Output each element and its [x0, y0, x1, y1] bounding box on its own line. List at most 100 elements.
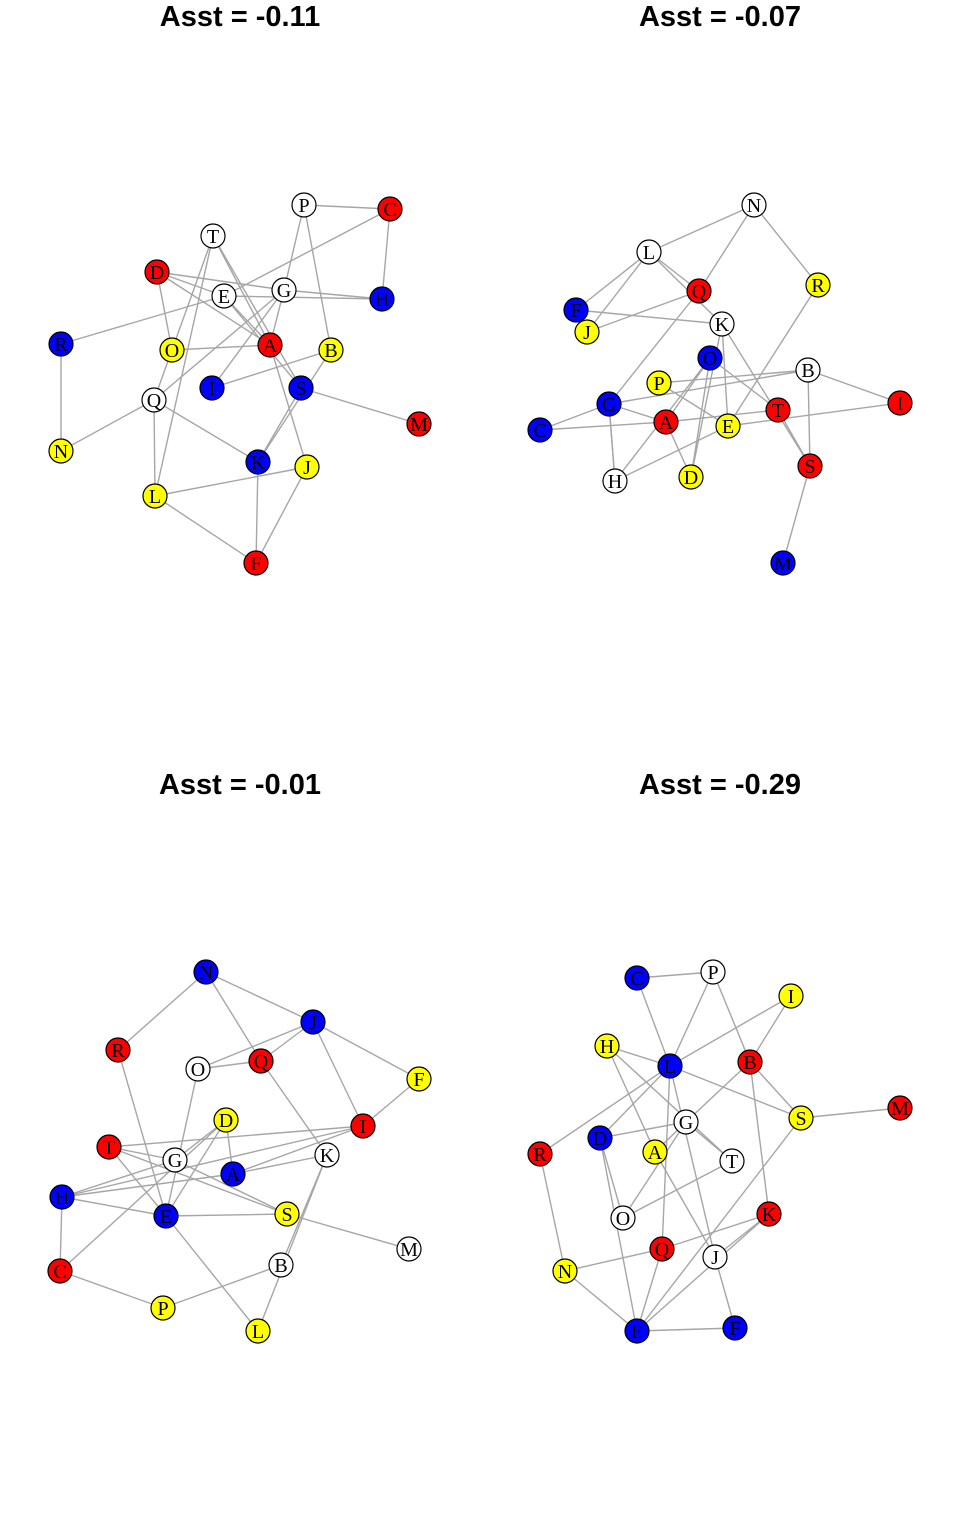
node-H: H: [594, 1033, 620, 1059]
node-label: L: [643, 242, 655, 264]
node-circle: [624, 965, 650, 991]
node-label: T: [772, 400, 784, 422]
edge-T-S: [108, 1146, 288, 1215]
edge-Q-G: [608, 290, 700, 405]
node-circle: [141, 387, 167, 413]
node-label: R: [54, 334, 68, 356]
node-T: T: [200, 223, 226, 249]
node-Q: Q: [686, 278, 712, 304]
node-label: C: [630, 968, 643, 990]
node-E: E: [715, 413, 741, 439]
node-circle: [159, 337, 185, 363]
node-L: L: [657, 1053, 683, 1079]
edge-O-E: [165, 1068, 199, 1217]
edge-D-O: [599, 1137, 624, 1219]
node-label: R: [111, 1040, 125, 1062]
node-P: P: [291, 192, 317, 218]
edge-G-D: [599, 1121, 687, 1139]
node-Q: Q: [248, 1048, 274, 1074]
node-O: O: [697, 345, 723, 371]
edge-P-C: [303, 204, 391, 210]
network-graph: N R J O Q F D T I G K A H E S M C B P L: [47, 959, 432, 1344]
edge-A-J: [269, 344, 308, 468]
node-circle: [756, 1201, 782, 1227]
node-circle: [795, 357, 821, 383]
edge-R-E: [117, 1049, 167, 1217]
edge-C-H: [381, 208, 391, 300]
edge-G-O: [622, 1121, 687, 1219]
edge-C-P: [59, 1270, 164, 1309]
edge-L-D: [599, 1065, 671, 1139]
node-O: O: [159, 337, 185, 363]
node-circle: [678, 464, 704, 490]
node-M: M: [770, 550, 796, 576]
node-D: D: [678, 464, 704, 490]
edge-D-A: [156, 271, 271, 346]
edge-B-G: [608, 369, 809, 405]
node-P: P: [150, 1295, 176, 1321]
node-S: S: [274, 1201, 300, 1227]
graph-panel-3: Asst = -0.01 N R J O Q F D T I G K A H E S M C B P L: [0, 768, 480, 1536]
node-circle: [770, 550, 796, 576]
edge-O-A: [171, 344, 271, 351]
edge-K-L: [257, 1154, 328, 1332]
edge-B-S: [749, 1061, 802, 1119]
network-graph: N L Q R FJ KO B P G I C A E T S H D M: [527, 192, 913, 576]
node-label: C: [383, 199, 396, 221]
edge-E-F: [636, 1327, 736, 1332]
node-circle: [96, 1134, 122, 1160]
edge-E-H: [61, 1196, 167, 1217]
edge-T-L: [154, 235, 214, 497]
edge-L-S: [669, 1065, 802, 1119]
node-circle: [722, 1315, 748, 1341]
edge-K-S: [721, 323, 811, 467]
node-label: I: [788, 986, 795, 1008]
node-label: S: [281, 1204, 292, 1226]
node-circle: [527, 417, 553, 443]
edge-J-I: [312, 1021, 364, 1127]
edge-E-S: [165, 1213, 288, 1217]
node-circle: [369, 286, 395, 312]
node-circle: [797, 453, 823, 479]
node-Q: Q: [141, 387, 167, 413]
node-label: M: [400, 1239, 418, 1261]
node-S: S: [797, 453, 823, 479]
node-label: F: [250, 553, 261, 575]
node-label: H: [55, 1187, 69, 1209]
node-label: I: [209, 378, 216, 400]
node-label: P: [707, 962, 718, 984]
edge-K-E: [721, 323, 729, 427]
panel-title: Asst = -0.01: [158, 769, 321, 801]
node-circle: [271, 277, 297, 303]
node-T: T: [719, 1148, 745, 1174]
edge-G-H: [61, 1159, 176, 1198]
node-K: K: [314, 1142, 340, 1168]
node-label: D: [150, 262, 164, 284]
node-circle: [48, 438, 74, 464]
node-label: L: [664, 1056, 676, 1078]
edge-O-T: [709, 357, 779, 411]
node-I: I: [778, 983, 804, 1009]
node-label: G: [168, 1150, 182, 1172]
edge-G-S: [174, 1159, 288, 1215]
node-circle: [193, 959, 219, 985]
node-label: R: [811, 275, 825, 297]
node-circle: [686, 278, 712, 304]
panel-title: Asst = -0.07: [638, 1, 801, 33]
edge-D-O: [156, 271, 173, 351]
node-circle: [887, 390, 913, 416]
node-circle: [211, 283, 237, 309]
node-D: D: [144, 259, 170, 285]
node-label: M: [891, 1098, 909, 1120]
node-circle: [563, 297, 589, 323]
node-B: B: [318, 337, 344, 363]
node-N: N: [552, 1258, 578, 1284]
node-label: Q: [254, 1051, 269, 1073]
node-label: E: [218, 286, 230, 308]
node-label: T: [103, 1137, 115, 1159]
node-label: N: [199, 962, 213, 984]
node-R: R: [48, 331, 74, 357]
edge-P-G: [283, 204, 305, 291]
node-circle: [47, 1258, 73, 1284]
node-circle: [610, 1205, 636, 1231]
